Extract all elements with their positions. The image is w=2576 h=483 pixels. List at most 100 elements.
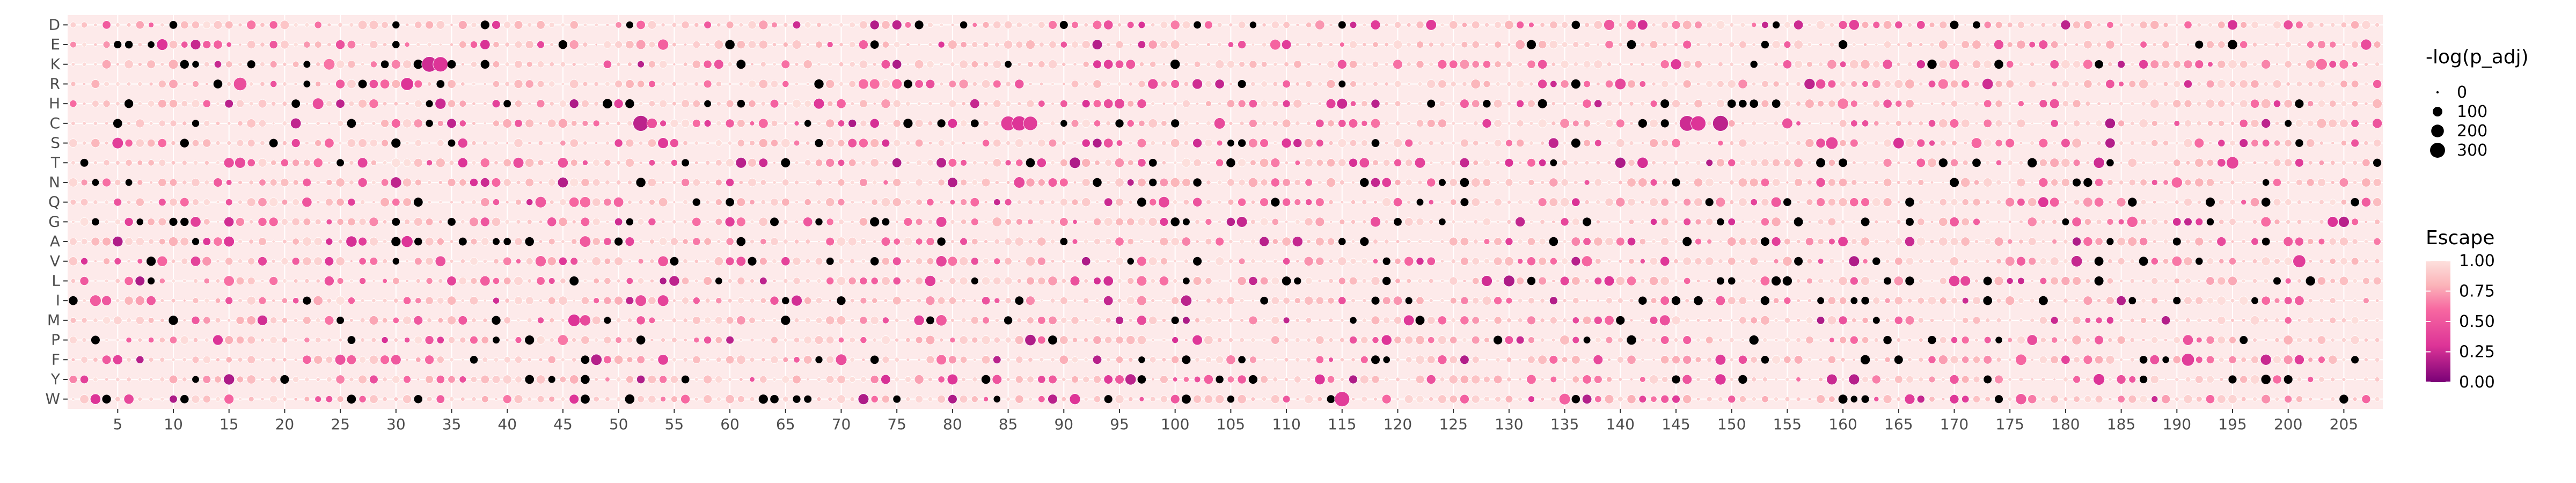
data-point	[414, 394, 423, 404]
data-point	[436, 20, 445, 30]
data-point	[950, 23, 955, 27]
data-point	[1950, 100, 1958, 107]
data-point	[649, 357, 655, 362]
data-point	[2073, 60, 2081, 69]
data-point	[1762, 121, 1768, 126]
data-point	[2049, 197, 2060, 207]
data-point	[626, 356, 633, 363]
data-point	[1050, 239, 1056, 244]
data-point	[782, 179, 789, 186]
data-point	[1404, 138, 1414, 148]
data-point	[1217, 180, 1223, 185]
data-point	[1941, 259, 1945, 263]
data-point	[859, 277, 868, 285]
data-point	[682, 297, 690, 305]
data-point	[1028, 357, 1033, 363]
data-point	[881, 374, 891, 385]
data-point	[635, 295, 647, 307]
data-point	[658, 375, 668, 384]
data-point	[492, 99, 501, 108]
data-point	[1694, 296, 1703, 305]
data-point	[1494, 41, 1502, 48]
data-point	[258, 296, 267, 305]
data-point	[583, 23, 588, 27]
data-point	[1484, 22, 1489, 27]
data-point	[2218, 356, 2224, 363]
data-point	[1805, 335, 1814, 345]
data-point	[1349, 335, 1358, 345]
data-point	[1761, 158, 1769, 167]
data-point	[1205, 356, 1212, 363]
data-point	[894, 377, 900, 382]
data-point	[236, 99, 245, 108]
data-point	[392, 258, 400, 265]
data-point	[1048, 394, 1058, 405]
data-point	[1929, 259, 1935, 264]
data-point	[2205, 99, 2215, 108]
data-point	[1560, 276, 1570, 286]
data-point	[1929, 239, 1935, 244]
data-point	[614, 40, 623, 49]
points	[68, 19, 2383, 407]
data-point	[548, 376, 555, 383]
data-point	[958, 79, 969, 89]
data-point	[1650, 218, 1658, 226]
data-point	[369, 139, 378, 148]
data-point	[705, 160, 711, 165]
data-point	[1050, 160, 1055, 165]
data-point	[1470, 79, 1481, 89]
data-point	[393, 298, 399, 303]
data-point	[303, 296, 311, 305]
data-point	[1672, 394, 1680, 404]
data-point	[1828, 178, 1836, 187]
data-point	[1459, 157, 1470, 168]
data-point	[559, 199, 567, 206]
data-point	[947, 256, 958, 267]
data-point	[894, 41, 901, 48]
data-point	[2151, 218, 2158, 225]
data-point	[2094, 257, 2104, 266]
data-point	[1416, 41, 1424, 49]
data-point	[1729, 357, 1734, 362]
data-point	[450, 23, 453, 27]
data-point	[2008, 318, 2012, 323]
data-point	[160, 397, 165, 401]
data-point	[126, 317, 132, 323]
data-point	[2307, 120, 2314, 127]
data-point	[1583, 336, 1591, 344]
data-point	[649, 279, 654, 283]
data-point	[1560, 60, 1569, 69]
data-point	[657, 137, 669, 149]
data-point	[269, 395, 278, 404]
data-point	[1282, 119, 1291, 128]
data-point	[1916, 158, 1926, 168]
data-point	[191, 20, 200, 29]
data-point	[1026, 40, 1035, 50]
data-point	[1660, 355, 1670, 364]
data-point	[1115, 356, 1124, 364]
data-point	[1115, 257, 1124, 266]
data-point	[2085, 120, 2091, 126]
data-point	[325, 198, 333, 207]
data-point	[761, 338, 766, 342]
data-point	[705, 42, 710, 47]
data-point	[1729, 41, 1735, 48]
data-point	[1216, 158, 1224, 167]
data-point	[625, 40, 634, 49]
data-point	[402, 60, 412, 69]
data-point	[603, 336, 612, 344]
data-point	[2040, 337, 2046, 343]
data-point	[1228, 338, 1233, 343]
data-point	[681, 20, 690, 29]
data-point	[1819, 122, 1823, 125]
data-point	[1538, 355, 1547, 365]
data-point	[1192, 138, 1203, 148]
data-point	[648, 41, 656, 48]
data-point	[2240, 60, 2248, 69]
data-point	[382, 317, 388, 324]
data-point	[2129, 22, 2135, 27]
data-point	[850, 180, 855, 185]
data-point	[2329, 297, 2336, 304]
data-point	[805, 141, 810, 145]
data-point	[2297, 62, 2302, 67]
